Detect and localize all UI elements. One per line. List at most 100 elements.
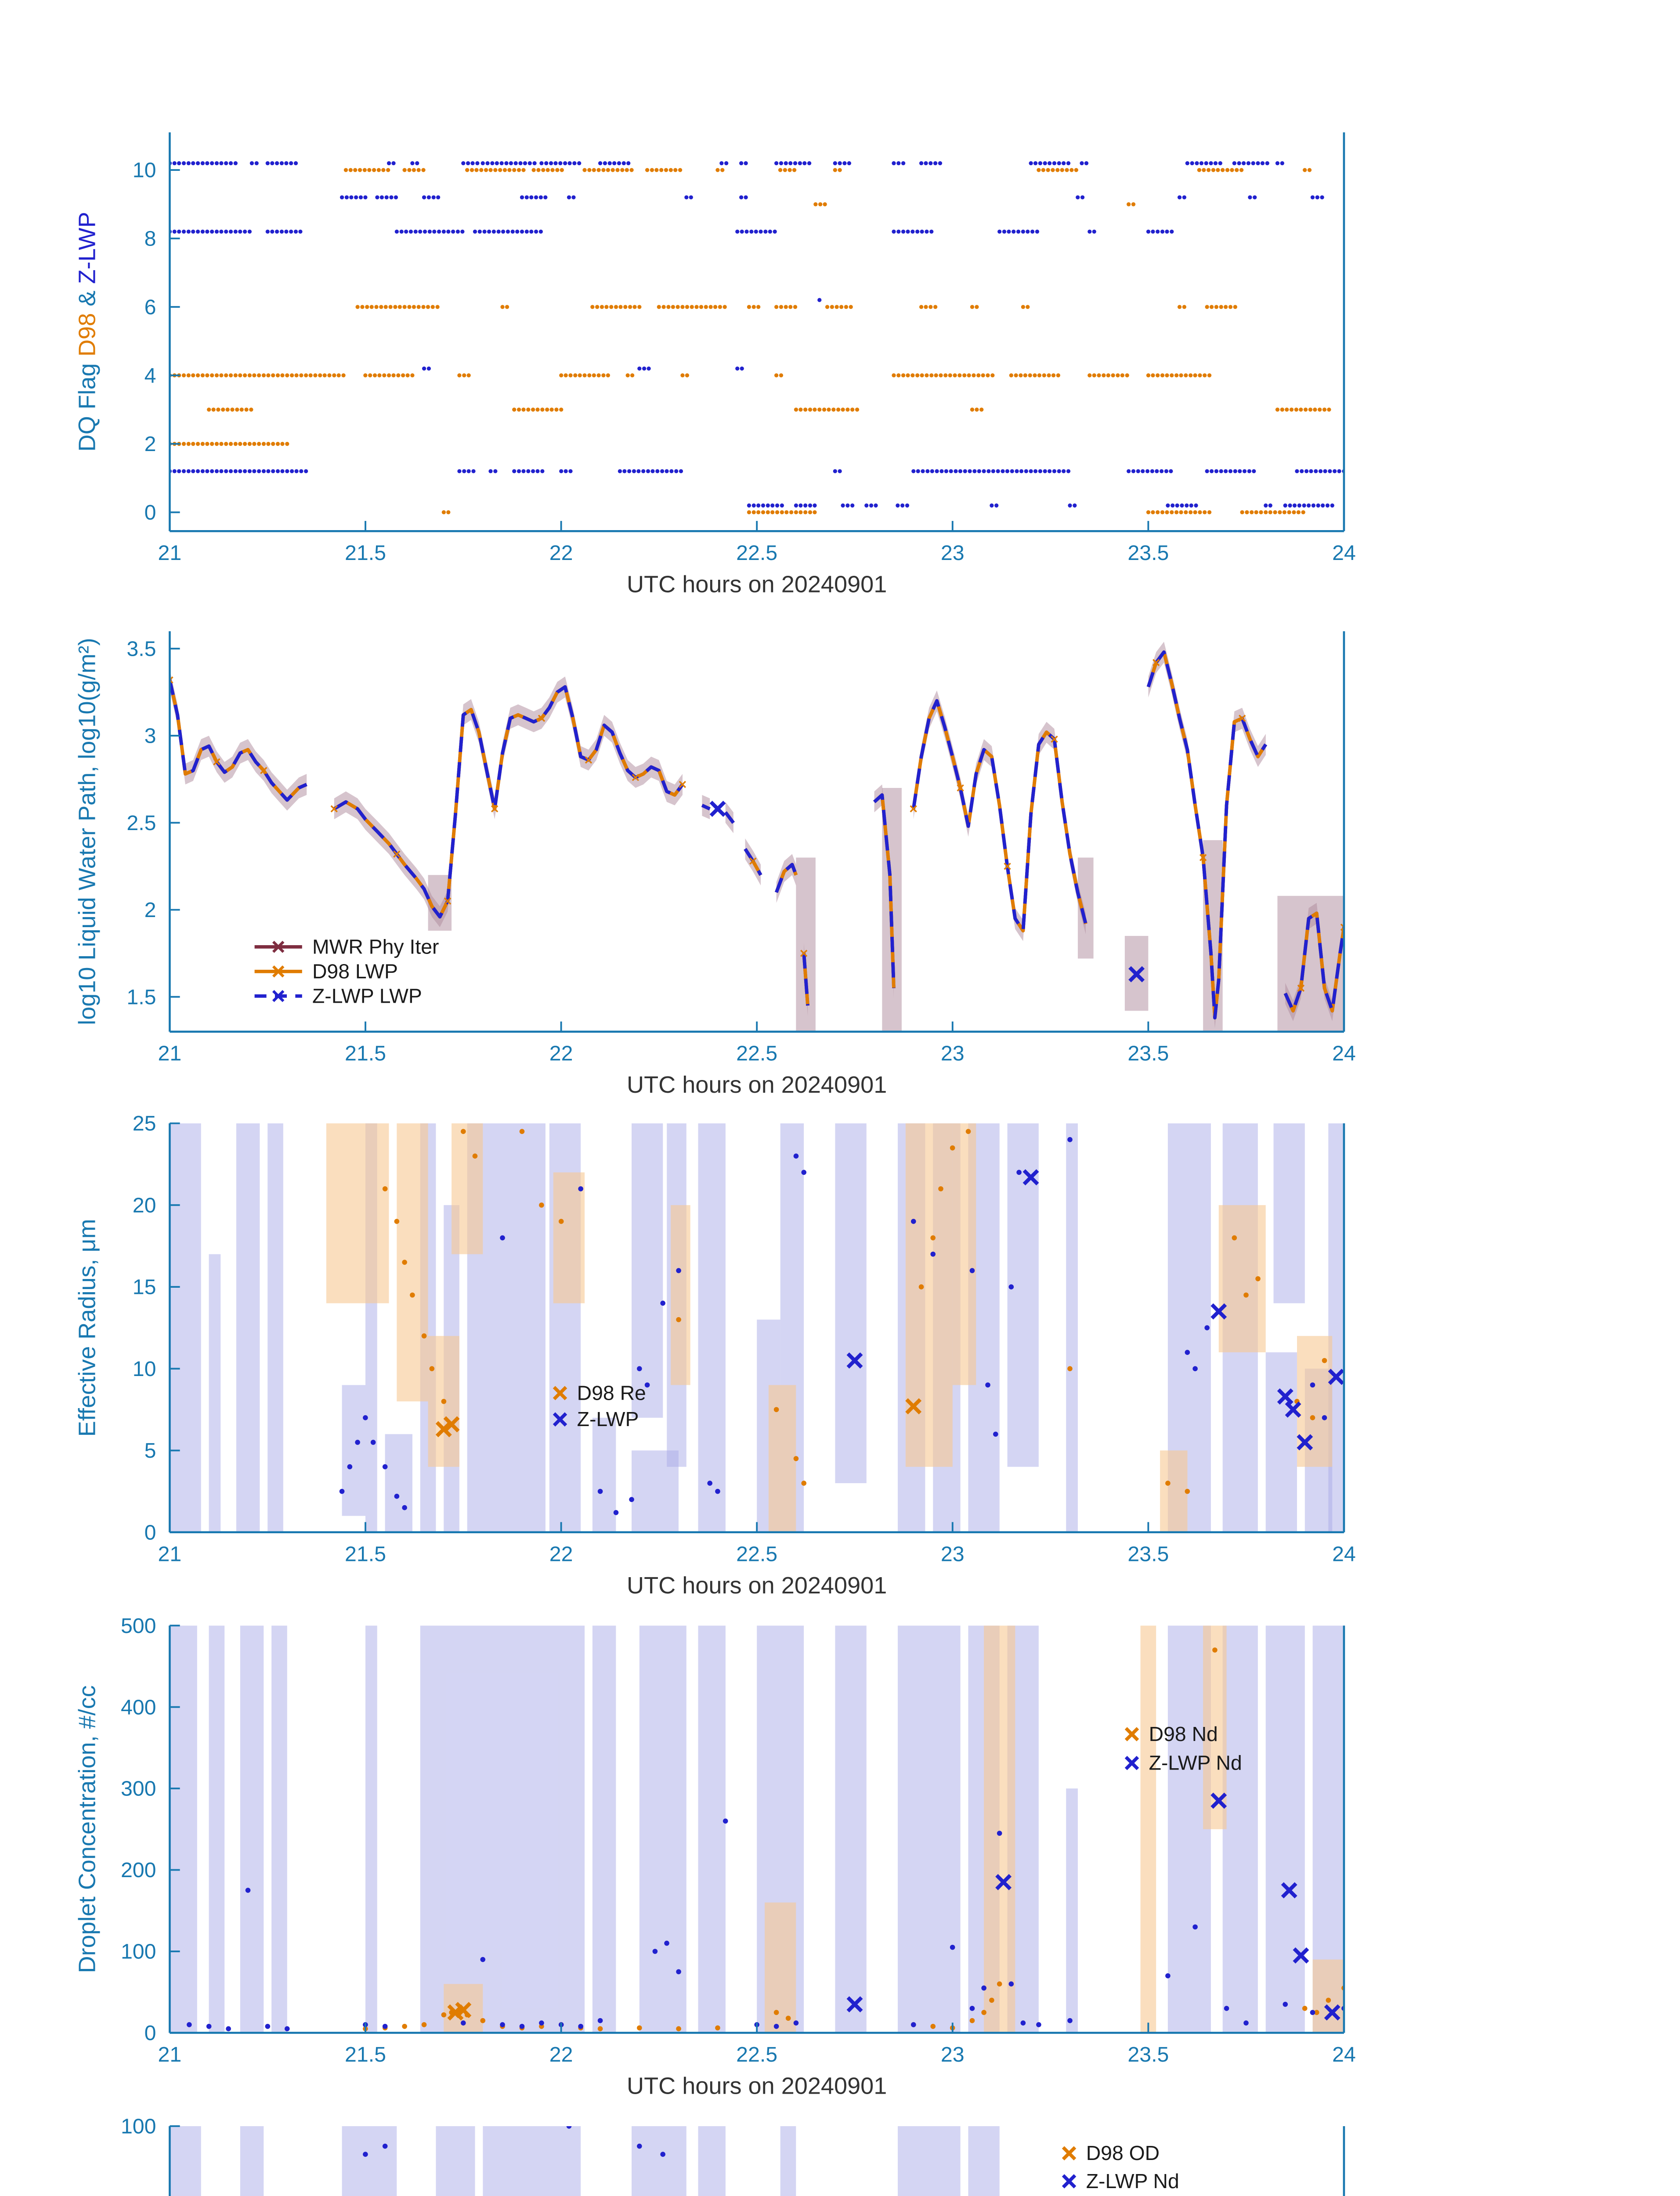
x-marker [1062, 2174, 1077, 2189]
zlwp-dot [660, 2152, 665, 2157]
data-layer [170, 161, 1344, 515]
lwp-line-band [334, 676, 683, 928]
x-marker [585, 756, 593, 764]
bands-layer [170, 2126, 1000, 2196]
x-marker [538, 715, 546, 722]
zlwp-dot [597, 2018, 603, 2023]
d98-dot [676, 2026, 681, 2031]
x-marker [800, 950, 808, 957]
zlwp-dot [363, 2152, 368, 2157]
d98-uncertainty-band [553, 1172, 585, 1304]
y-tick-label: 5 [145, 1439, 156, 1463]
zlwp-uncertainty-band [968, 2126, 1000, 2196]
d98-uncertainty-band [984, 1625, 1015, 2033]
zlwp-uncertainty-band [170, 1123, 201, 1532]
x-marker [1128, 966, 1145, 982]
y-tick-label: 2.5 [126, 811, 156, 835]
dq-flag-dot-row [170, 469, 1344, 473]
zlwp-dot [1008, 1284, 1014, 1289]
y-tick-label: 10 [133, 159, 156, 182]
d98-dot [519, 1129, 525, 1134]
d98-dot [441, 1399, 447, 1404]
legend-label: Z-LWP Nd [1086, 2170, 1179, 2192]
zlwp-dot [997, 1831, 1002, 1836]
x-tick-label: 24 [1332, 1042, 1356, 1065]
d98-uncertainty-band [1140, 1625, 1156, 2033]
zlwp-dot [226, 2026, 231, 2031]
d98-dot [637, 2025, 642, 2031]
d98-dot [394, 1219, 400, 1224]
d98-dot [1165, 1481, 1171, 1486]
zlwp-dot [566, 2126, 572, 2129]
d98-dot [715, 2025, 720, 2031]
zlwp-uncertainty-band [483, 2126, 581, 2196]
legend: D98 Re Z-LWP [553, 1381, 646, 1430]
zlwp-dot [355, 1440, 360, 1445]
zlwp-uncertainty-band [592, 1418, 616, 1532]
zlwp-dot [1067, 1137, 1073, 1142]
zlwp-uncertainty-band [170, 1625, 197, 2033]
d98-dot [558, 1219, 564, 1224]
x-tick-label: 22 [549, 2043, 573, 2066]
y-axis-label: Droplet Concentration, #/cc [74, 1685, 100, 1973]
zlwp-dot [629, 1497, 634, 1502]
y-tick-label: 8 [145, 227, 156, 251]
x-marker [330, 805, 338, 813]
zlwp-dot [1322, 1415, 1327, 1420]
x-marker [553, 1412, 567, 1427]
zlwp-uncertainty-band [209, 1625, 225, 2033]
x-marker [1062, 2146, 1077, 2161]
zlwp-uncertainty-band [898, 1625, 961, 2033]
x-marker [1124, 1727, 1139, 1741]
x-marker [749, 857, 757, 865]
d98-dot [472, 1153, 478, 1159]
y-axis-label: Effective Radius, μm [74, 1219, 100, 1437]
d98-dot [918, 1284, 924, 1289]
d98-uncertainty-band [326, 1123, 389, 1304]
zlwp-uncertainty-band [1265, 1352, 1297, 1532]
zlwp-dot [363, 1415, 368, 1420]
x-tick-label: 23.5 [1127, 2043, 1169, 2066]
d98-dot [938, 1186, 943, 1192]
zlwp-uncertainty-band [271, 1625, 287, 2033]
d98-dot [539, 1203, 544, 1208]
zlwp-dot [637, 2143, 642, 2149]
zlwp-uncertainty-band [236, 1123, 260, 1532]
d98-dot [1212, 1647, 1218, 1653]
x-marker [846, 1996, 863, 2013]
x-tick-label: 21 [158, 541, 182, 565]
d98-uncertainty-band [952, 1123, 976, 1385]
x-marker [1328, 1369, 1344, 1385]
x-marker [553, 1386, 567, 1401]
zlwp-uncertainty-band [240, 2126, 264, 2196]
zlwp-uncertainty-band [639, 1625, 686, 2033]
y-tick-label: 6 [145, 295, 156, 319]
dq-flag-dot-row [170, 161, 1284, 166]
zlwp-dot [660, 1300, 665, 1306]
zlwp-dot [910, 1219, 916, 1224]
x-tick-label: 23.5 [1127, 541, 1169, 565]
d98-dot [429, 1366, 435, 1372]
x-tick-label: 21.5 [345, 1542, 386, 1566]
legend-label: Z-LWP LWP [312, 984, 422, 1007]
d98-uncertainty-band [1160, 1450, 1188, 1532]
d98-uncertainty-band [768, 1385, 796, 1532]
d98-uncertainty-band [397, 1123, 428, 1401]
zlwp-dot [1036, 2022, 1041, 2027]
x-marker [444, 897, 452, 905]
x-marker [455, 2002, 472, 2018]
y-tick-label: 3 [145, 724, 156, 748]
zlwp-dot [1310, 1382, 1315, 1388]
zlwp-dot [382, 2143, 388, 2149]
d98-dot [676, 1317, 681, 1322]
axes: 21 21.5 22 22.5 23 23.5 24 0 100 200 300 400 500 UTC … [74, 1614, 1355, 2099]
x-tick-label: 21 [158, 1042, 182, 1065]
x-marker [272, 941, 285, 953]
legend-label: Z-LWP [577, 1408, 639, 1430]
dq-flag-dot-row [813, 202, 1136, 206]
zlwp-dot [801, 1170, 807, 1175]
zlwp-uncertainty-band [1066, 1123, 1078, 1532]
